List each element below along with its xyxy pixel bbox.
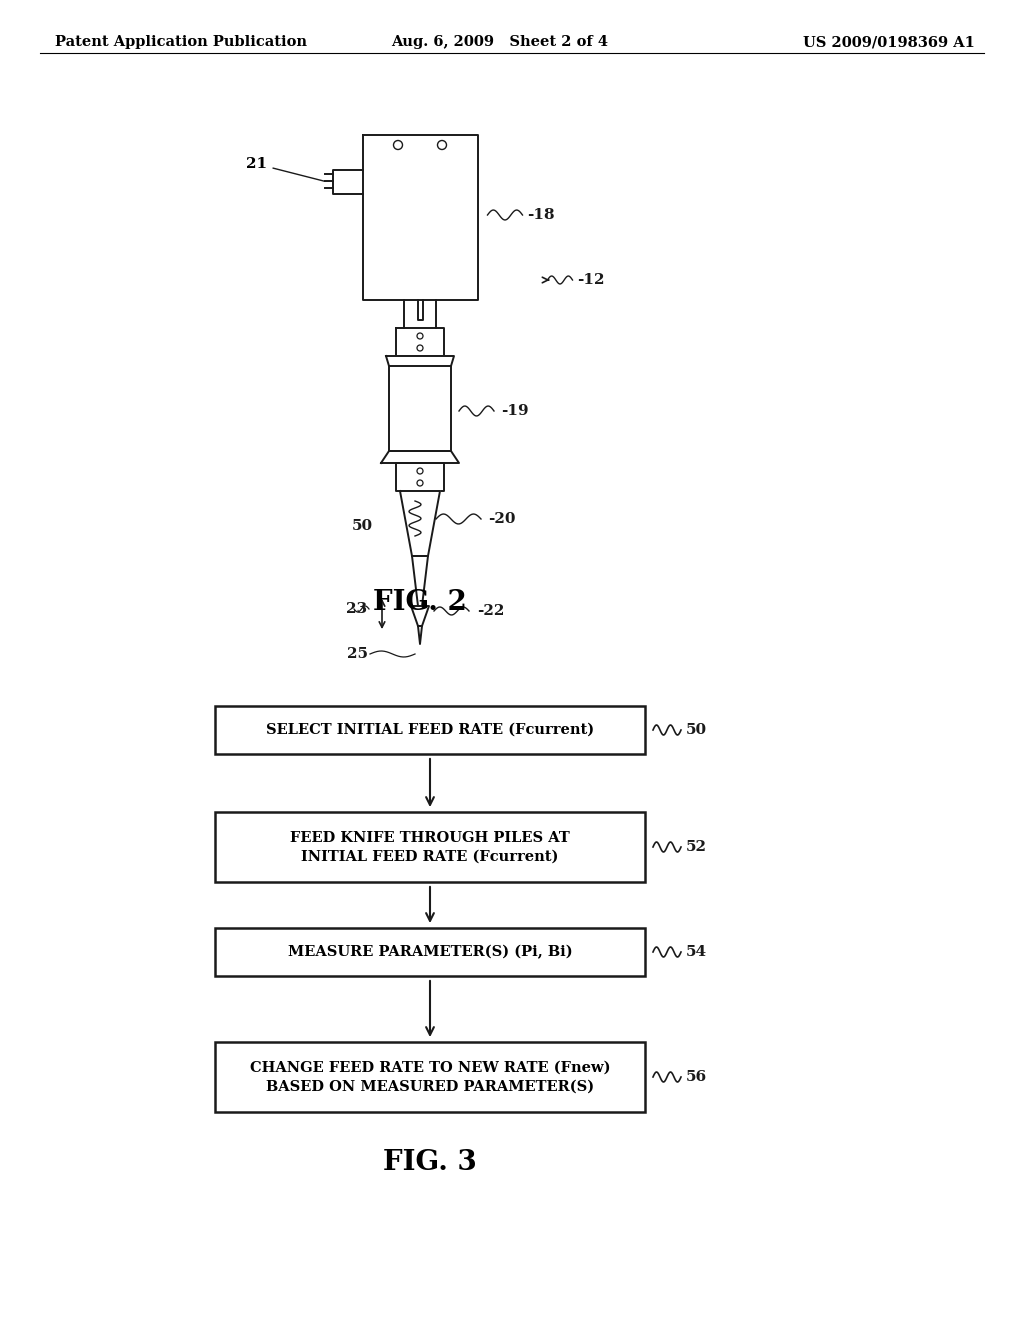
Text: 25: 25 (347, 647, 368, 661)
Text: US 2009/0198369 A1: US 2009/0198369 A1 (803, 36, 975, 49)
Text: MEASURE PARAMETER(S) (Pi, Bi): MEASURE PARAMETER(S) (Pi, Bi) (288, 945, 572, 960)
Polygon shape (215, 812, 645, 882)
Polygon shape (411, 606, 429, 626)
Text: -18: -18 (527, 209, 555, 222)
Text: 23: 23 (346, 602, 367, 616)
Text: 50: 50 (351, 519, 373, 533)
Text: SELECT INITIAL FEED RATE (Fcurrent): SELECT INITIAL FEED RATE (Fcurrent) (266, 723, 594, 737)
Text: -19: -19 (501, 404, 528, 418)
Text: FIG. 2: FIG. 2 (373, 589, 467, 615)
Text: -22: -22 (477, 605, 505, 618)
Text: 54: 54 (686, 945, 708, 960)
Text: FIG. 3: FIG. 3 (383, 1148, 477, 1176)
Text: FEED KNIFE THROUGH PILES AT
INITIAL FEED RATE (Fcurrent): FEED KNIFE THROUGH PILES AT INITIAL FEED… (290, 830, 570, 863)
Text: 52: 52 (686, 840, 707, 854)
Polygon shape (386, 356, 454, 366)
Text: 56: 56 (686, 1071, 708, 1084)
Polygon shape (400, 491, 440, 556)
Polygon shape (412, 556, 428, 606)
Text: -20: -20 (488, 512, 515, 525)
Polygon shape (418, 626, 422, 644)
Text: Aug. 6, 2009   Sheet 2 of 4: Aug. 6, 2009 Sheet 2 of 4 (391, 36, 608, 49)
Text: 50: 50 (686, 723, 708, 737)
Text: 21: 21 (247, 157, 325, 181)
Polygon shape (215, 928, 645, 975)
Text: -12: -12 (578, 273, 605, 286)
Polygon shape (215, 1041, 645, 1111)
Polygon shape (381, 451, 459, 463)
Polygon shape (215, 706, 645, 754)
Text: CHANGE FEED RATE TO NEW RATE (Fnew)
BASED ON MEASURED PARAMETER(S): CHANGE FEED RATE TO NEW RATE (Fnew) BASE… (250, 1061, 610, 1093)
Text: Patent Application Publication: Patent Application Publication (55, 36, 307, 49)
